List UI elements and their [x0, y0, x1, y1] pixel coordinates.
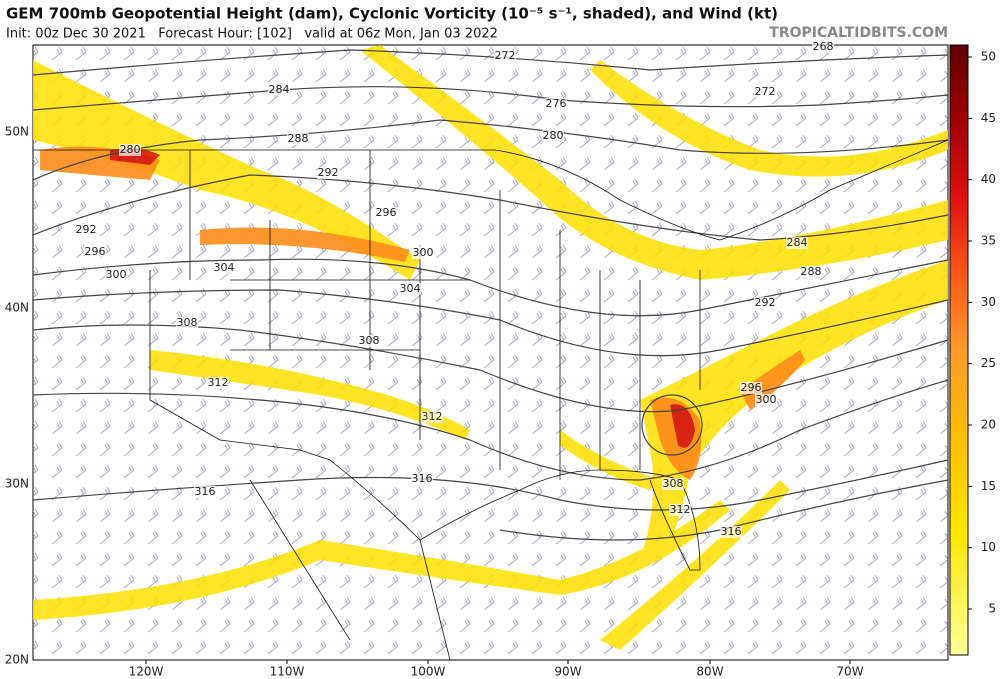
contour-label: 304 — [214, 261, 235, 274]
contour-label-bg — [754, 86, 776, 98]
contour-label: 280 — [543, 129, 564, 142]
contour-label: 296 — [376, 206, 397, 219]
contour-label: 292 — [755, 296, 776, 309]
contour-label: 272 — [755, 85, 776, 98]
contour-label-bg — [268, 84, 290, 96]
lat-label: 40N — [5, 301, 29, 315]
contour-label-bg — [119, 144, 141, 156]
contour-label: 300 — [106, 268, 127, 281]
contour-label-bg — [755, 394, 777, 406]
contour-label-bg — [317, 167, 339, 179]
lon-label: 90W — [554, 665, 581, 679]
contour-label-bg — [421, 411, 443, 423]
site: TROPICALTIDBITS.COM — [769, 25, 948, 41]
contour-label-bg — [669, 504, 691, 516]
contour-label: 312 — [670, 503, 691, 516]
contour-label-bg — [662, 478, 684, 490]
contour-label: 316 — [195, 485, 216, 498]
contour-label-bg — [84, 246, 106, 258]
contour-label-bg — [412, 247, 434, 259]
colorbar-ramp — [949, 44, 969, 656]
contour-label-bg — [287, 133, 309, 145]
contour-label-bg — [75, 224, 97, 236]
colorbar-ticks: 5 10 15 20 25 30 35 40 45 50 — [968, 50, 996, 616]
contour-label: 292 — [76, 223, 97, 236]
contour-label: 296 — [741, 381, 762, 394]
colorbar-label: 20 — [981, 418, 996, 432]
lon-labels: 120W 110W 100W 90W 80W 70W — [129, 660, 864, 679]
colorbar-label: 30 — [981, 295, 996, 309]
lon-label: 100W — [411, 665, 446, 679]
contour-label-bg — [207, 377, 229, 389]
contour-label: 312 — [208, 376, 229, 389]
contour-label-bg — [720, 526, 742, 538]
contour-label: 292 — [318, 166, 339, 179]
contour-label: 312 — [422, 410, 443, 423]
contour-label-bg — [754, 297, 776, 309]
contour-label-bg — [105, 269, 127, 281]
contour-label: 300 — [756, 393, 777, 406]
contour-label-bg — [213, 262, 235, 274]
title: GEM 700mb Geopotential Height (dam), Cyc… — [6, 5, 778, 23]
contour-label: 268 — [813, 40, 834, 53]
contour-label: 288 — [288, 132, 309, 145]
lon-label: 80W — [696, 665, 723, 679]
contour-label-bg — [812, 41, 834, 53]
contour-label-bg — [375, 207, 397, 219]
contour-label-bg — [545, 98, 567, 110]
lat-labels: 50N 40N 30N 20N — [5, 125, 29, 667]
contour-label-bg — [176, 317, 198, 329]
subtitle: Init: 00z Dec 30 2021 Forecast Hour: [10… — [6, 27, 498, 42]
lat-label: 20N — [5, 653, 29, 667]
lon-label: 110W — [270, 665, 305, 679]
contour-labels: 2682722722762802842882922963003043082802… — [75, 40, 834, 538]
map: 50N 40N 30N 20N 120W 110W 100W 90W 80W 70W 268 27… — [5, 40, 949, 679]
contour-label: 308 — [663, 477, 684, 490]
contour-label-bg — [399, 283, 421, 295]
lat-label: 30N — [5, 477, 29, 491]
colorbar-label: 40 — [981, 172, 996, 186]
contour-label-bg — [358, 335, 380, 347]
contour-label: 316 — [721, 525, 742, 538]
borders — [33, 139, 949, 661]
contour-label: 288 — [801, 265, 822, 278]
contour-label: 316 — [412, 472, 433, 485]
contour-label: 284 — [787, 236, 808, 249]
contour-label: 308 — [177, 316, 198, 329]
colorbar-label: 45 — [981, 111, 996, 125]
contour-label-bg — [740, 382, 762, 394]
contour-label-bg — [786, 237, 808, 249]
lon-label: 70W — [836, 665, 863, 679]
colorbar-label: 50 — [981, 50, 996, 64]
colorbar-label: 5 — [988, 602, 996, 616]
colorbar-label: 25 — [981, 356, 996, 370]
contour-label-bg — [494, 50, 516, 62]
contour-label: 296 — [85, 245, 106, 258]
contour-label-bg — [194, 486, 216, 498]
colorbar-label: 10 — [981, 540, 996, 554]
contour-label: 300 — [413, 246, 434, 259]
lon-label: 120W — [129, 665, 164, 679]
contour-label: 284 — [269, 83, 290, 96]
contour-label: 272 — [495, 49, 516, 62]
contour-label-bg — [411, 473, 433, 485]
colorbar: 5 10 15 20 25 30 35 40 45 50 — [949, 44, 996, 656]
contour-label-bg — [542, 130, 564, 142]
colorbar-label: 35 — [981, 234, 996, 248]
contour-label: 280 — [120, 143, 141, 156]
contour-label: 276 — [546, 97, 567, 110]
contour-label: 308 — [359, 334, 380, 347]
contour-label: 304 — [400, 282, 421, 295]
colorbar-label: 15 — [981, 479, 996, 493]
contour-label-bg — [800, 266, 822, 278]
lat-label: 50N — [5, 125, 29, 139]
